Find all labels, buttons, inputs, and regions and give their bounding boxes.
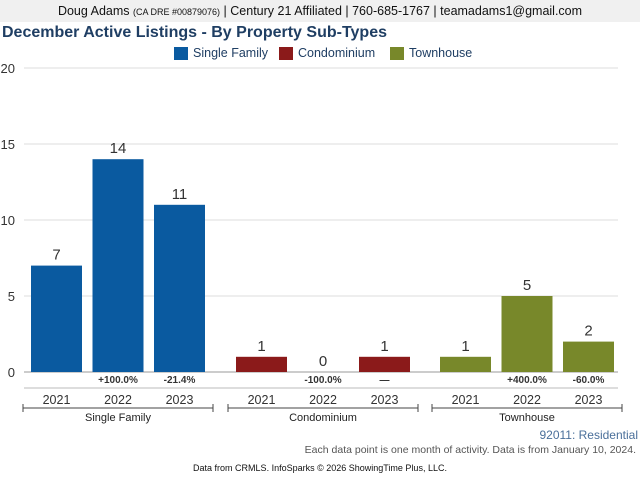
agent-name: Doug Adams bbox=[57, 4, 130, 18]
legend-label-townhouse: Townhouse bbox=[409, 46, 473, 60]
change-label-condominium-2023: — bbox=[380, 375, 390, 386]
x-tick-label-single-family-2023: 2023 bbox=[166, 393, 194, 407]
bar-townhouse-2023 bbox=[563, 341, 614, 372]
x-tick-label-single-family-2021: 2021 bbox=[43, 393, 71, 407]
bar-condominium-2021 bbox=[236, 356, 287, 372]
legend-label-single-family: Single Family bbox=[193, 46, 269, 60]
x-tick-label-townhouse-2021: 2021 bbox=[452, 393, 480, 407]
data-label-single-family-2023: 11 bbox=[172, 186, 188, 203]
change-label-single-family-2023: -21.4% bbox=[164, 375, 196, 386]
change-label-single-family-2022: +100.0% bbox=[98, 375, 138, 386]
data-note: Each data point is one month of activity… bbox=[304, 444, 636, 456]
x-tick-label-condominium-2023: 2023 bbox=[371, 393, 399, 407]
data-credit: Data from CRMLS. InfoSparks © 2026 Showi… bbox=[193, 463, 447, 473]
data-label-condominium-2023: 1 bbox=[380, 338, 388, 355]
agent-contact-bar: Doug Adams (CA DRE #00879076) | Century … bbox=[0, 0, 640, 22]
legend-label-condominium: Condominium bbox=[298, 46, 376, 60]
data-label-townhouse-2022: 5 bbox=[523, 277, 531, 294]
bar-townhouse-2022 bbox=[501, 296, 553, 372]
group-label-single-family: Single Family bbox=[85, 412, 152, 424]
bar-single-family-2023 bbox=[154, 204, 205, 372]
data-label-single-family-2022: 14 bbox=[110, 140, 127, 157]
agent-license: (CA DRE #00879076) bbox=[133, 7, 221, 17]
legend-swatch-condominium bbox=[279, 47, 293, 60]
data-label-condominium-2022: 0 bbox=[319, 353, 327, 370]
data-label-townhouse-2021: 1 bbox=[461, 338, 469, 355]
x-tick-label-single-family-2022: 2022 bbox=[104, 393, 132, 407]
data-label-single-family-2021: 7 bbox=[52, 247, 60, 264]
bar-single-family-2021 bbox=[31, 265, 82, 372]
y-tick-label-20: 20 bbox=[1, 61, 15, 76]
data-label-condominium-2021: 1 bbox=[257, 338, 265, 355]
x-tick-label-condominium-2022: 2022 bbox=[309, 393, 337, 407]
legend-swatch-single-family bbox=[174, 47, 188, 60]
y-tick-label-15: 15 bbox=[1, 137, 15, 152]
chart-legend: Single Family Condominium Townhouse bbox=[0, 46, 640, 62]
agent-contact-details: | Century 21 Affiliated | 760-685-1767 |… bbox=[223, 4, 583, 18]
bar-condominium-2023 bbox=[359, 356, 410, 372]
y-tick-label-5: 5 bbox=[8, 289, 15, 304]
bar-townhouse-2021 bbox=[440, 356, 491, 372]
change-label-condominium-2022: -100.0% bbox=[304, 375, 341, 386]
group-label-condominium: Condominium bbox=[289, 412, 357, 424]
geography-label: 92011: Residential bbox=[539, 428, 638, 442]
group-label-townhouse: Townhouse bbox=[499, 412, 555, 424]
y-tick-label-0: 0 bbox=[8, 365, 15, 380]
x-tick-label-townhouse-2022: 2022 bbox=[513, 393, 541, 407]
y-tick-label-10: 10 bbox=[1, 213, 15, 228]
change-label-townhouse-2022: +400.0% bbox=[507, 375, 547, 386]
x-tick-label-townhouse-2023: 2023 bbox=[575, 393, 603, 407]
chart-title: December Active Listings - By Property S… bbox=[2, 24, 387, 41]
change-label-townhouse-2023: -60.0% bbox=[573, 375, 605, 386]
x-tick-label-condominium-2021: 2021 bbox=[248, 393, 276, 407]
legend-swatch-townhouse bbox=[390, 47, 404, 60]
data-label-townhouse-2023: 2 bbox=[584, 323, 592, 340]
bar-single-family-2022 bbox=[92, 159, 144, 372]
